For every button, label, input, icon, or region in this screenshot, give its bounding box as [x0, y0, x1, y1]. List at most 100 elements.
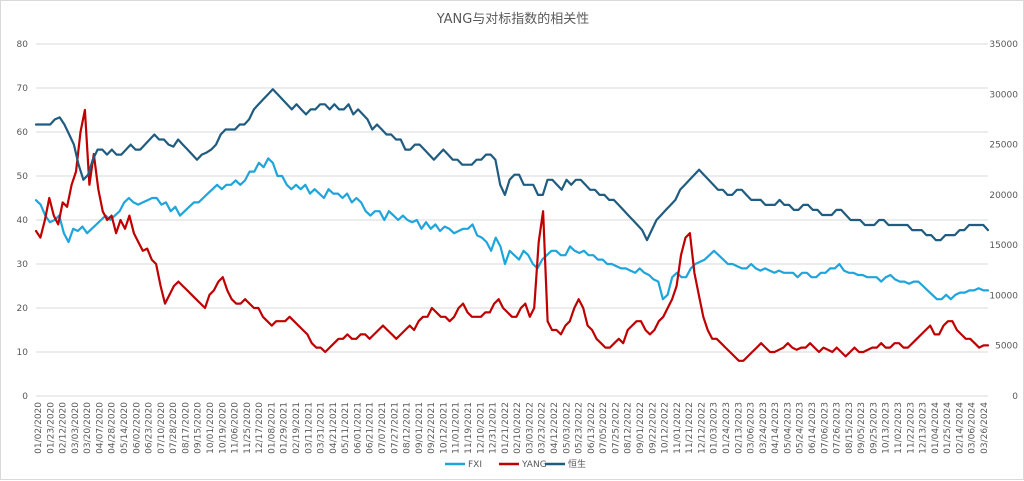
- gridlines: [36, 43, 988, 397]
- right-tick-label: 5000: [995, 342, 1018, 352]
- x-tick-label: 04/21/2021: [329, 402, 339, 454]
- x-tick-label: 03/24/2023: [759, 402, 769, 454]
- x-tick-label: 03/23/2022: [538, 402, 548, 454]
- x-tick-label: 03/03/2020: [71, 402, 81, 454]
- x-tick-label: 03/11/2021: [304, 402, 314, 454]
- x-tick-label: 01/23/2020: [46, 402, 56, 454]
- right-tick-label: 30000: [989, 90, 1018, 100]
- x-tick-label: 06/02/2020: [132, 402, 142, 454]
- x-tick-label: 06/13/2022: [587, 402, 597, 454]
- x-tick-label: 06/21/2021: [366, 402, 376, 454]
- x-tick-label: 03/06/2023: [747, 402, 757, 454]
- x-axis: 01/02/2020 01/23/2020 02/12/2020 03/03/2020…: [34, 402, 990, 454]
- left-tick-label: 20: [17, 304, 29, 314]
- x-tick-label: 05/14/2020: [120, 402, 130, 454]
- left-y-axis: 0 10 20 30 40 50 60 70 80: [17, 40, 29, 402]
- x-tick-label: 10/12/2022: [661, 402, 671, 454]
- right-tick-label: 20000: [989, 191, 1018, 201]
- right-tick-label: 25000: [989, 141, 1018, 151]
- x-tick-label: 11/06/2020: [231, 402, 241, 454]
- x-tick-label: 07/27/2021: [390, 402, 400, 454]
- x-tick-label: 09/05/2023: [857, 402, 867, 454]
- x-tick-label: 01/02/2020: [34, 402, 44, 454]
- x-tick-label: 07/26/2023: [833, 402, 843, 454]
- x-tick-label: 06/23/2020: [145, 402, 155, 454]
- x-tick-label: 07/25/2022: [611, 402, 621, 454]
- x-tick-label: 05/24/2023: [796, 402, 806, 454]
- series-lines: [34, 88, 990, 362]
- x-tick-label: 07/28/2020: [169, 402, 179, 454]
- right-tick-label: 15000: [989, 241, 1018, 251]
- x-tick-label: 08/17/2020: [181, 402, 191, 454]
- x-tick-label: 04/07/2020: [95, 402, 105, 454]
- x-tick-label: 11/19/2021: [464, 402, 474, 454]
- chart-title: YANG与对标指数的相关性: [436, 11, 590, 27]
- x-tick-label: 09/22/2021: [427, 402, 437, 454]
- x-tick-label: 02/19/2021: [292, 402, 302, 454]
- legend-label: FXI: [468, 460, 482, 470]
- x-tick-label: 01/04/2024: [931, 402, 941, 454]
- x-tick-label: 01/21/2022: [501, 402, 511, 454]
- x-tick-label: 09/01/2021: [415, 402, 425, 454]
- x-tick-label: 08/12/2022: [624, 402, 634, 454]
- x-tick-label: 07/10/2020: [157, 402, 167, 454]
- left-tick-label: 80: [17, 40, 29, 50]
- x-tick-label: 04/14/2023: [771, 402, 781, 454]
- x-tick-label: 03/26/2024: [980, 402, 990, 454]
- legend: FXI YANG 恒生: [445, 458, 586, 470]
- x-tick-label: 06/14/2023: [808, 402, 818, 454]
- left-tick-label: 0: [22, 392, 28, 402]
- x-tick-label: 12/12/2022: [697, 402, 707, 454]
- right-tick-label: 10000: [989, 291, 1018, 301]
- x-tick-label: 09/15/2020: [194, 402, 204, 454]
- x-tick-label: 05/03/2022: [562, 402, 572, 454]
- left-tick-label: 10: [17, 348, 29, 358]
- x-tick-label: 11/22/2023: [906, 402, 916, 454]
- left-tick-label: 40: [17, 216, 29, 226]
- x-tick-label: 11/02/2023: [894, 402, 904, 454]
- x-tick-label: 07/05/2022: [599, 402, 609, 454]
- x-tick-label: 10/01/2020: [206, 402, 216, 454]
- x-tick-label: 01/25/2024: [943, 402, 953, 454]
- x-tick-label: 10/12/2021: [439, 402, 449, 454]
- x-tick-label: 12/13/2023: [919, 402, 929, 454]
- x-tick-label: 09/25/2023: [869, 402, 879, 454]
- x-tick-label: 01/24/2023: [722, 402, 732, 454]
- x-tick-label: 05/04/2023: [783, 402, 793, 454]
- x-tick-label: 07/07/2021: [378, 402, 388, 454]
- right-y-axis: 0 5000 10000 15000 20000 25000 30000 35000: [989, 40, 1018, 402]
- x-tick-label: 01/03/2023: [710, 402, 720, 454]
- x-tick-label: 02/13/2023: [734, 402, 744, 454]
- x-tick-label: 09/01/2022: [636, 402, 646, 454]
- x-tick-label: 03/31/2021: [317, 402, 327, 454]
- series-line-0: [34, 157, 990, 301]
- x-tick-label: 04/28/2020: [108, 402, 118, 454]
- x-tick-label: 08/15/2023: [845, 402, 855, 454]
- series-line-1: [34, 108, 990, 362]
- left-tick-label: 60: [17, 128, 29, 138]
- x-tick-label: 04/12/2022: [550, 402, 560, 454]
- x-tick-label: 11/21/2022: [685, 402, 695, 454]
- x-tick-label: 12/17/2020: [255, 402, 265, 454]
- x-tick-label: 02/12/2020: [59, 402, 69, 454]
- legend-label: 恒生: [568, 458, 586, 470]
- x-tick-label: 03/20/2020: [83, 402, 93, 454]
- right-tick-label: 35000: [989, 40, 1018, 50]
- right-tick-label: 0: [1012, 392, 1018, 402]
- x-tick-label: 06/01/2021: [353, 402, 363, 454]
- x-tick-label: 11/01/2021: [452, 402, 462, 454]
- x-tick-label: 01/08/2021: [267, 402, 277, 454]
- x-tick-label: 05/23/2022: [575, 402, 585, 454]
- series-line-2: [34, 88, 990, 242]
- x-tick-label: 03/03/2022: [525, 402, 535, 454]
- left-tick-label: 70: [17, 84, 29, 94]
- x-tick-label: 03/06/2024: [968, 402, 978, 454]
- left-tick-label: 30: [17, 260, 29, 270]
- x-tick-label: 11/25/2020: [243, 402, 253, 454]
- x-tick-label: 09/22/2022: [648, 402, 658, 454]
- x-tick-label: 01/29/2021: [280, 402, 290, 454]
- left-tick-label: 50: [17, 172, 29, 182]
- x-tick-label: 10/19/2020: [218, 402, 228, 454]
- x-tick-label: 02/10/2022: [513, 402, 523, 454]
